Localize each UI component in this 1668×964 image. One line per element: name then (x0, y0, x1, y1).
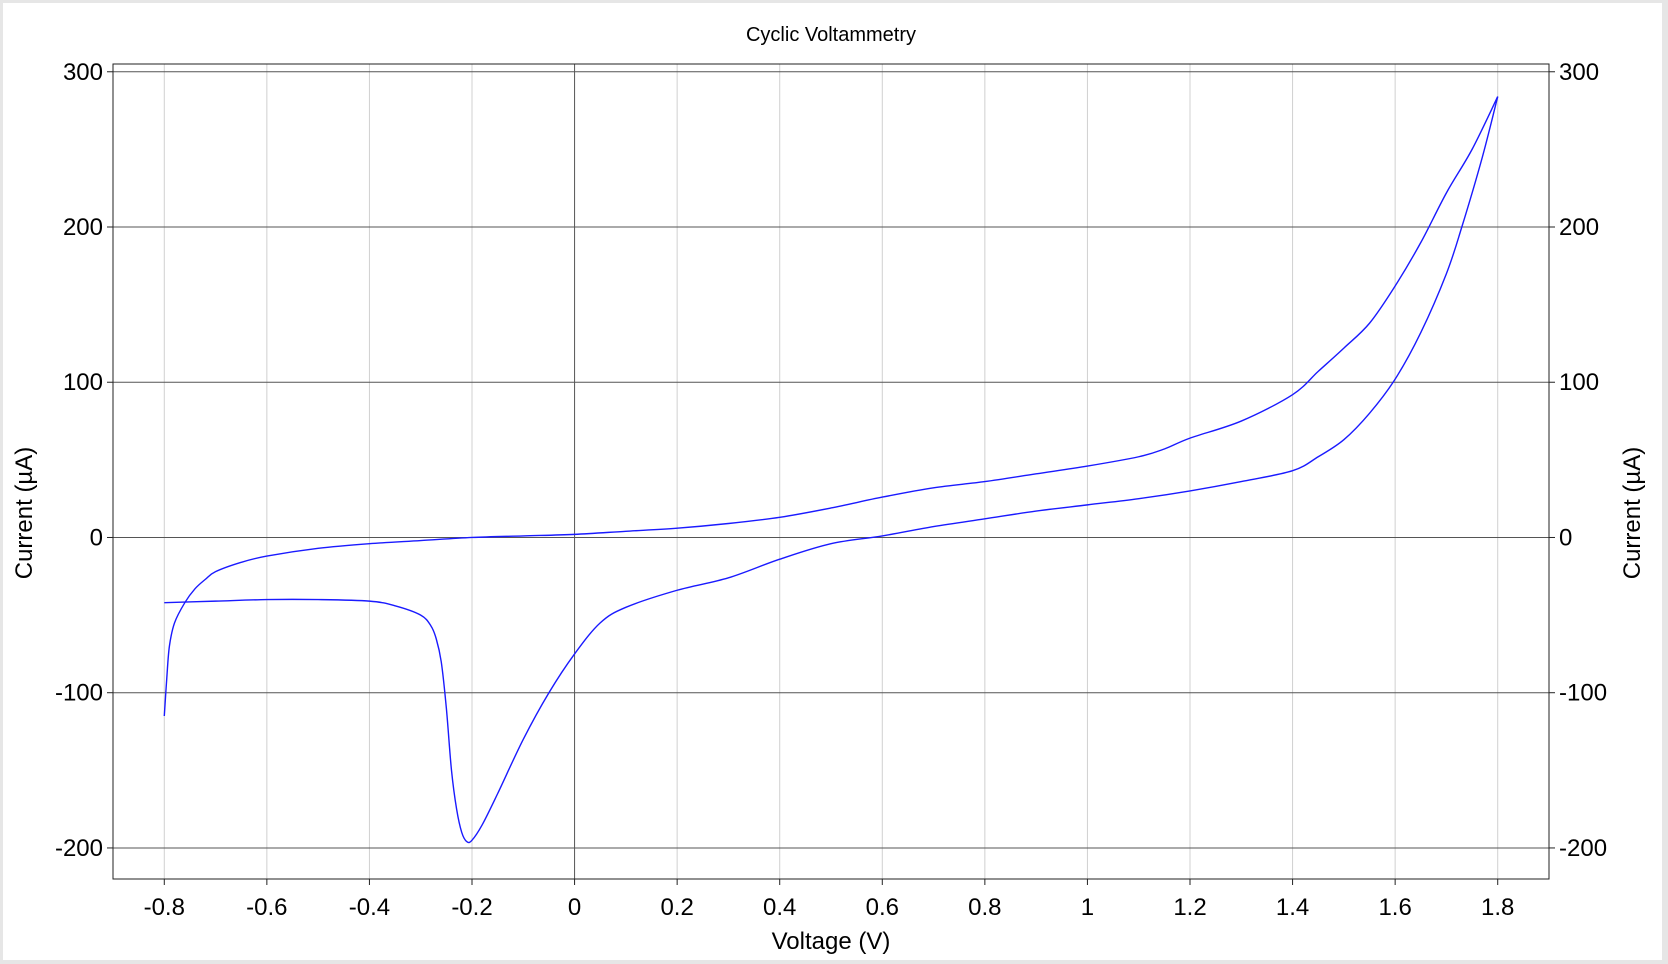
x-tick-label: 1.6 (1378, 894, 1411, 921)
y-tick-label-left: 100 (63, 369, 103, 396)
grid (113, 64, 1549, 879)
x-tick-label: 1.8 (1481, 894, 1514, 921)
x-tick-label: -0.6 (246, 894, 287, 921)
y-tick-label-right: 0 (1559, 524, 1572, 551)
ticks: -0.8 -0.6 -0.4 -0.2 0 0.2 0.4 0.6 0.8 1 1.2 1.4 1.6 1… (55, 59, 1607, 921)
x-tick-label: -0.8 (144, 894, 185, 921)
y-tick-label-right: -200 (1559, 835, 1607, 862)
x-tick-label: 0.8 (968, 894, 1001, 921)
x-tick-label: 0.4 (763, 894, 796, 921)
y-tick-label-right: 100 (1559, 369, 1599, 396)
y-tick-label-left: 200 (63, 214, 103, 241)
y-tick-label-right: -100 (1559, 680, 1607, 707)
x-tick-label: 1 (1081, 894, 1094, 921)
y-tick-label-left: -100 (55, 680, 103, 707)
x-axis-title: Voltage (V) (772, 928, 891, 955)
y-tick-label-left: 300 (63, 59, 103, 86)
plot-border (112, 63, 1550, 880)
y-axis-title-right: Current (µA) (1619, 447, 1646, 580)
series-layer (163, 96, 1499, 844)
series-line-reverse-scan (164, 96, 1499, 844)
x-tick-label: 0.2 (660, 894, 693, 921)
y-tick-label-right: 300 (1559, 59, 1599, 86)
chart-title: Cyclic Voltammetry (746, 24, 916, 46)
x-tick-label: -0.4 (349, 894, 390, 921)
plot-area (113, 64, 1549, 879)
x-tick-label: -0.2 (451, 894, 492, 921)
series-line-forward-scan (163, 96, 1499, 717)
y-tick-label-left: -200 (55, 835, 103, 862)
x-tick-label: 1.2 (1173, 894, 1206, 921)
x-tick-label: 0.6 (866, 894, 899, 921)
chart-panel: -0.8 -0.6 -0.4 -0.2 0 0.2 0.4 0.6 0.8 1 1.2 1.4 1.6 1… (3, 3, 1662, 960)
y-tick-label-right: 200 (1559, 214, 1599, 241)
x-tick-label: 1.4 (1276, 894, 1309, 921)
x-tick-label: 0 (568, 894, 581, 921)
y-axis-title-left: Current (µA) (11, 447, 38, 580)
y-tick-label-left: 0 (90, 524, 103, 551)
chart-svg: -0.8 -0.6 -0.4 -0.2 0 0.2 0.4 0.6 0.8 1 1.2 1.4 1.6 1… (11, 24, 1646, 955)
